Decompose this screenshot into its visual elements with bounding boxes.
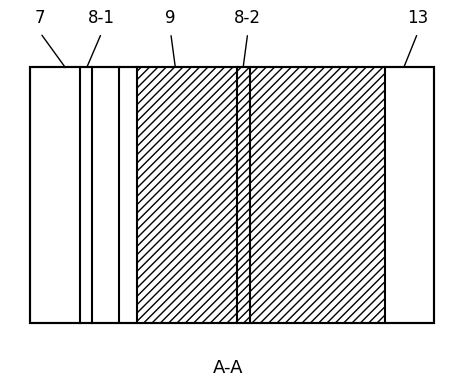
Text: A-A: A-A	[212, 359, 243, 377]
Bar	[30, 67, 434, 323]
Bar	[30, 67, 434, 323]
Text: 8-1: 8-1	[88, 9, 115, 27]
Text: 9: 9	[165, 9, 176, 27]
Text: 13: 13	[406, 9, 427, 27]
Text: 7: 7	[35, 9, 46, 27]
Bar	[137, 67, 384, 323]
Text: 8-2: 8-2	[234, 9, 261, 27]
